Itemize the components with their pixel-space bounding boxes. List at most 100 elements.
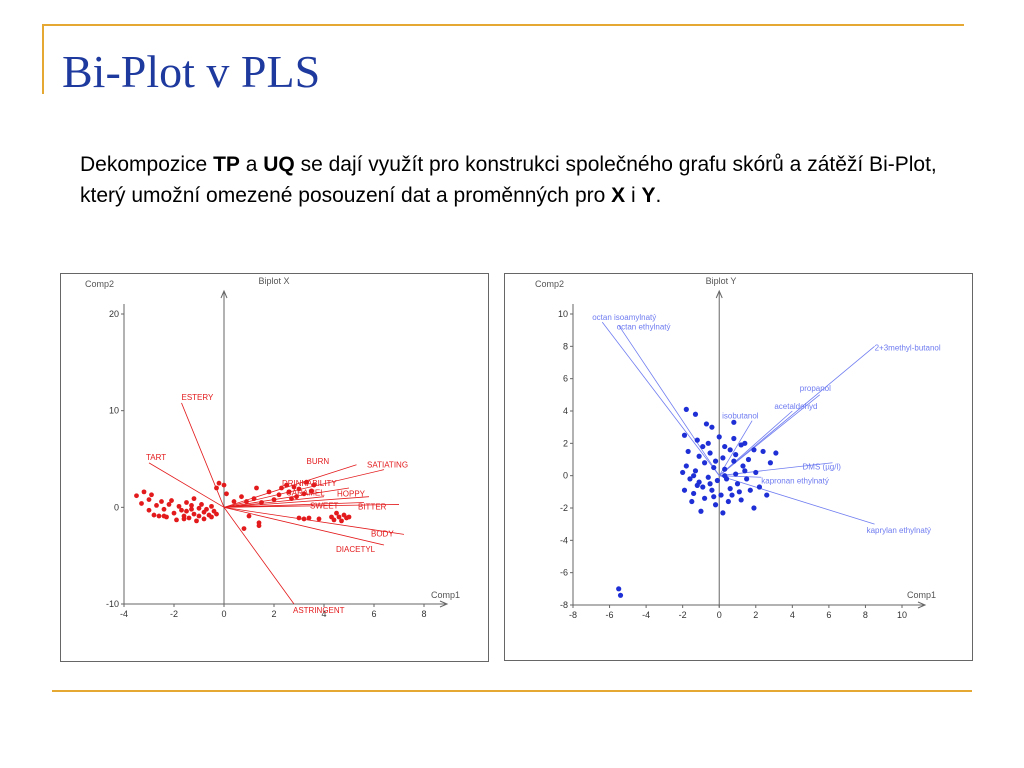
score-point <box>184 508 189 514</box>
score-point <box>191 496 197 502</box>
score-point <box>346 514 352 520</box>
text-part: a <box>239 153 264 176</box>
score-point <box>286 489 292 495</box>
score-point <box>141 489 147 495</box>
score-point <box>256 523 262 529</box>
x-tick-label: 4 <box>790 610 795 620</box>
score-point <box>176 503 182 509</box>
term-x: X <box>611 184 626 207</box>
loading-label: kapronan ethylnatý <box>761 476 829 485</box>
score-point <box>259 500 264 505</box>
loading-label: isobutanol <box>722 412 759 421</box>
score-point <box>139 501 144 506</box>
top-rule <box>42 24 964 26</box>
score-point <box>753 469 759 476</box>
score-point <box>691 473 697 479</box>
score-point <box>773 450 779 456</box>
score-point <box>159 499 164 504</box>
y-axis-label: Comp2 <box>85 279 114 289</box>
score-point <box>239 494 244 500</box>
score-point <box>700 443 706 450</box>
score-point <box>209 503 214 509</box>
loading-label: ASTRINGENT <box>293 606 345 615</box>
score-point <box>199 502 204 507</box>
score-point <box>214 511 219 517</box>
score-point <box>707 450 713 456</box>
score-point <box>171 510 177 516</box>
score-point <box>722 466 728 472</box>
score-point <box>714 477 720 484</box>
loading-vector <box>223 502 365 508</box>
x-tick-label: 2 <box>271 609 276 619</box>
loading-label: octan isoamylnatý <box>592 313 656 322</box>
loading-vector <box>223 496 370 508</box>
score-point <box>149 492 154 498</box>
x-axis-arrow <box>439 600 449 608</box>
text-part: . <box>655 184 662 207</box>
score-point <box>689 498 695 505</box>
x-tick-label: 10 <box>897 610 907 620</box>
score-point <box>767 460 773 466</box>
x-tick-label: -4 <box>120 609 128 619</box>
score-point <box>705 474 711 480</box>
score-point <box>146 507 152 513</box>
score-point <box>692 468 699 474</box>
y-tick-label: 4 <box>563 406 568 416</box>
loading-label: TART <box>146 453 166 462</box>
score-point <box>251 496 257 502</box>
score-point <box>224 491 229 497</box>
score-point <box>722 473 728 479</box>
score-point <box>209 514 214 520</box>
loading-vector <box>718 420 753 476</box>
x-tick-label: 6 <box>371 609 376 619</box>
score-point <box>334 510 339 516</box>
y-tick-label: -2 <box>560 503 568 513</box>
score-point <box>294 494 299 500</box>
x-tick-label: 0 <box>717 610 722 620</box>
term-tp: TP <box>213 153 240 176</box>
x-axis-arrow <box>917 601 927 609</box>
loading-label: HOPPY <box>337 490 366 499</box>
score-point <box>694 437 700 443</box>
loading-label: DIACETYL <box>336 545 376 554</box>
score-point <box>756 484 763 490</box>
score-point <box>733 452 739 458</box>
score-point <box>709 424 715 430</box>
loading-label: acetaldehyd <box>774 402 817 411</box>
y-tick-label: -6 <box>560 568 568 578</box>
x-tick-label: 4 <box>321 609 326 619</box>
score-point <box>291 484 297 490</box>
loading-label: BURN <box>307 457 330 466</box>
score-point <box>266 489 272 495</box>
score-point <box>705 440 711 446</box>
loading-vector <box>223 469 385 508</box>
score-point <box>221 482 227 488</box>
loading-vector <box>223 487 350 508</box>
biplot-x-chart: Biplot X Comp2 Comp1 -4 -2 0 2 4 6 8 -10 0 10 20 ESTER… <box>85 276 460 619</box>
biplot-x-panel: Biplot X Comp2 Comp1 -4 -2 0 2 4 6 8 -10 0 10 20 ESTER… <box>60 273 489 662</box>
x-tick-label: -2 <box>170 609 178 619</box>
score-point <box>279 485 284 491</box>
score-point <box>254 485 259 491</box>
score-point <box>711 494 717 500</box>
x-tick-label: -8 <box>569 610 577 620</box>
y-tick-label: 10 <box>109 406 119 416</box>
score-point <box>271 497 277 502</box>
score-point <box>189 503 194 508</box>
score-point <box>304 479 309 485</box>
score-point <box>729 492 735 498</box>
score-point <box>751 447 757 453</box>
score-point <box>736 489 742 495</box>
x-tick-label: 2 <box>753 610 758 620</box>
score-point <box>246 513 252 519</box>
y-tick-label: -8 <box>560 600 568 610</box>
x-tick-label: -4 <box>642 610 650 620</box>
score-point <box>156 513 162 519</box>
x-tick-label: -2 <box>679 610 687 620</box>
chart-title: Biplot Y <box>706 276 737 286</box>
score-point <box>336 514 342 520</box>
y-tick-label: 10 <box>558 309 568 319</box>
score-point <box>696 453 702 459</box>
score-point <box>189 506 194 512</box>
score-point <box>711 464 717 471</box>
